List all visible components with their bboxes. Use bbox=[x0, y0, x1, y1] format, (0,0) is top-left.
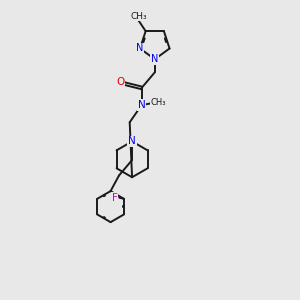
Text: CH₃: CH₃ bbox=[130, 12, 147, 21]
Text: CH₃: CH₃ bbox=[150, 98, 166, 107]
Text: F: F bbox=[112, 193, 117, 203]
Text: N: N bbox=[138, 100, 146, 110]
Text: O: O bbox=[116, 77, 124, 87]
Text: N: N bbox=[128, 136, 136, 146]
Text: N: N bbox=[151, 54, 158, 64]
Text: N: N bbox=[136, 44, 144, 53]
